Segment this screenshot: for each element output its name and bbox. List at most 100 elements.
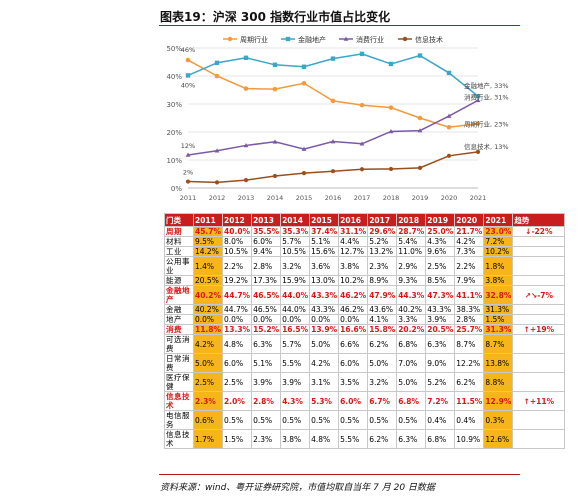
start-value-label: 12%	[181, 142, 195, 150]
data-point	[417, 128, 423, 133]
data-point	[417, 165, 423, 170]
data-point	[214, 148, 220, 153]
value-cell: 9.3%	[396, 275, 427, 286]
value-cell: 44.0%	[280, 285, 311, 305]
value-cell: 1.4%	[192, 256, 224, 276]
value-cell: 0.5%	[222, 410, 253, 430]
data-point	[475, 93, 481, 99]
sector-cell: 电信服务	[164, 410, 194, 430]
data-point	[272, 173, 278, 179]
value-cell: 2.2%	[222, 256, 253, 276]
value-cell: 5.0%	[367, 353, 398, 373]
data-point	[446, 113, 452, 118]
data-point	[185, 152, 191, 157]
value-cell: 5.5%	[280, 353, 311, 373]
value-cell: 11.8%	[192, 324, 224, 335]
data-point	[475, 121, 481, 126]
value-cell: 2.0%	[222, 391, 253, 411]
value-cell: 10.9%	[454, 429, 485, 449]
value-cell: 6.8%	[396, 334, 427, 354]
value-cell: 11.5%	[454, 391, 485, 411]
value-cell: 45.7%	[192, 226, 224, 237]
value-cell: 0.5%	[396, 410, 427, 430]
value-cell: 10.2%	[338, 275, 369, 286]
source-note: 资料来源：wind、粤开证券研究院，市值均取自当年 7 月 20 日数据	[160, 483, 435, 493]
value-cell: 16.6%	[338, 324, 369, 335]
value-cell: 4.3%	[425, 236, 456, 247]
trend-cell	[512, 256, 566, 276]
value-cell: 7.3%	[454, 246, 485, 257]
table-row: 医疗保健 2.5% 2.5% 3.9% 3.9% 3.1% 3.5% 3.2% 5.0% 5.2%…	[164, 372, 566, 392]
legend-marker	[227, 36, 233, 42]
value-cell: 44.7%	[222, 285, 253, 305]
value-cell: 7.2%	[425, 391, 456, 411]
value-cell: 2.3%	[367, 256, 398, 276]
data-point	[214, 60, 220, 66]
value-cell: 37.4%	[309, 226, 340, 237]
sector-cell: 公用事业	[164, 256, 194, 276]
table-row: 电信服务 0.6% 0.5% 0.5% 0.5% 0.5% 0.5% 0.5% 0.5% 0.4%…	[164, 410, 566, 430]
value-cell: 31.3%	[483, 304, 514, 315]
data-point	[301, 146, 307, 151]
value-cell: 6.0%	[338, 353, 369, 373]
value-cell: 6.0%	[338, 391, 369, 411]
data-point	[272, 139, 278, 144]
value-cell: 6.0%	[222, 353, 253, 373]
value-cell: 1.7%	[192, 429, 224, 449]
value-cell: 3.6%	[309, 256, 340, 276]
value-cell: 46.5%	[251, 285, 282, 305]
value-cell: 7.2%	[483, 236, 514, 247]
sector-cell: 金融	[164, 304, 194, 315]
value-cell: 8.5%	[425, 275, 456, 286]
data-point	[359, 102, 365, 108]
value-cell: 0.0%	[338, 314, 369, 325]
value-cell: 3.2%	[280, 256, 311, 276]
source-divider	[159, 474, 520, 475]
trend-cell	[512, 236, 566, 247]
value-cell: 2.3%	[192, 391, 224, 411]
value-cell: 9.4%	[251, 246, 282, 257]
trend-cell	[512, 353, 566, 373]
value-cell: 1.5%	[222, 429, 253, 449]
value-cell: 7.9%	[454, 275, 485, 286]
data-point	[359, 167, 365, 172]
x-tick-label: 2015	[296, 194, 313, 202]
value-cell: 3.8%	[280, 429, 311, 449]
value-cell: 2.8%	[251, 256, 282, 276]
data-point	[446, 124, 452, 130]
data-point	[330, 169, 336, 174]
value-cell: 5.1%	[251, 353, 282, 373]
value-cell: 3.9%	[425, 314, 456, 325]
value-cell: 46.5%	[251, 304, 282, 315]
value-cell: 7.0%	[396, 353, 427, 373]
data-point	[388, 61, 394, 67]
data-point	[185, 179, 191, 184]
x-tick-label: 2018	[383, 194, 400, 202]
table-header-cell: 2017	[367, 213, 398, 227]
value-cell: 40.2%	[192, 304, 224, 315]
trend-cell	[512, 334, 566, 354]
table-header-cell: 2012	[222, 213, 253, 227]
data-point	[359, 141, 365, 146]
sector-share-table: 门类 2011 2012 2013 2014 2015 2016 2017 2018 2019 20…	[164, 213, 566, 449]
value-cell: 10.5%	[222, 246, 253, 257]
data-point	[214, 73, 220, 79]
value-cell: 2.5%	[192, 372, 224, 392]
value-cell: 3.9%	[280, 372, 311, 392]
trend-cell	[512, 246, 566, 257]
data-point	[417, 53, 423, 58]
x-tick-label: 2020	[441, 194, 458, 202]
value-cell: 4.4%	[338, 236, 369, 247]
table-header-cell: 2019	[425, 213, 456, 227]
value-cell: 4.2%	[454, 236, 485, 247]
value-cell: 12.2%	[454, 353, 485, 373]
sector-cell: 信息技术	[164, 429, 194, 449]
table-row: 金融 40.2% 44.7% 46.5% 44.0% 43.3% 46.2% 43.6% 40.…	[164, 304, 566, 315]
table-header-cell: 2013	[251, 213, 282, 227]
series-line-3	[187, 99, 479, 156]
value-cell: 5.4%	[396, 236, 427, 247]
value-cell: 10.2%	[483, 246, 514, 257]
value-cell: 2.3%	[251, 429, 282, 449]
value-cell: 3.8%	[483, 275, 514, 286]
value-cell: 0.0%	[280, 314, 311, 325]
